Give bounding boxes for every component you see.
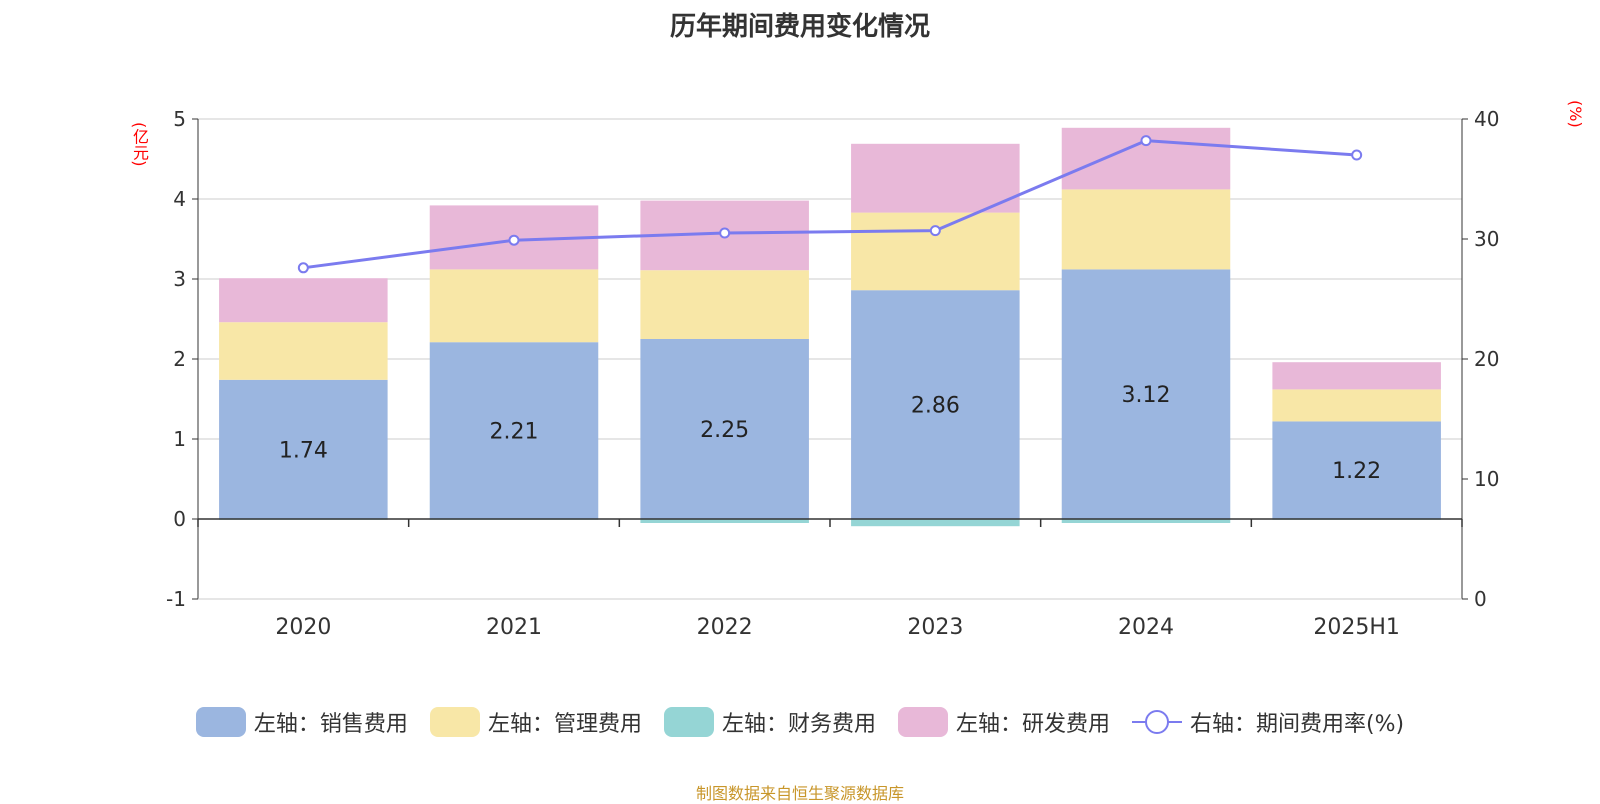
legend-item-admin[interactable]: 左轴：管理费用 <box>429 706 642 738</box>
expense-rate-point <box>719 227 731 239</box>
left-axis-tick-label: 3 <box>173 267 186 291</box>
bar-value-label: 2.21 <box>490 420 539 445</box>
legend-label-finance: 左轴：财务费用 <box>721 712 876 737</box>
bar-value-label: 3.12 <box>1122 383 1171 408</box>
expense-rate-point <box>1140 135 1152 147</box>
bar-segment <box>219 278 388 323</box>
legend-label-rnd: 左轴：研发费用 <box>955 712 1110 737</box>
legend-label-expense-rate: 右轴：期间费用率(%) <box>1189 712 1405 737</box>
bar-value-label: 1.74 <box>279 438 328 463</box>
x-axis-tick-label: 2025H1 <box>1313 615 1400 640</box>
legend-swatch-admin <box>429 707 480 737</box>
bar-value-label: 2.86 <box>911 394 960 419</box>
bar-segment <box>1272 389 1441 422</box>
left-axis-unit: (亿元) <box>130 122 149 167</box>
left-axis-tick-label: 1 <box>173 427 186 451</box>
legend-item-rnd[interactable]: 左轴：研发费用 <box>897 706 1110 738</box>
bar-segment <box>851 290 1020 519</box>
legend-swatch-rnd <box>897 707 948 737</box>
legend-item-sales[interactable]: 左轴：销售费用 <box>195 706 408 738</box>
x-axis-tick-label: 2024 <box>1118 615 1174 640</box>
bar-segment <box>640 270 809 339</box>
legend-swatch-expense-rate <box>1131 707 1182 737</box>
legend-swatch-sales <box>195 707 246 737</box>
bar-segment <box>429 269 599 343</box>
bar-segment <box>219 322 388 380</box>
bar-segment <box>851 212 1020 291</box>
source-note: 制图数据来自恒生聚源数据库 <box>695 784 904 803</box>
bar-segment <box>1061 269 1231 519</box>
expense-rate-point <box>1351 149 1363 161</box>
bar-segment <box>429 342 599 519</box>
right-axis-tick-label: 0 <box>1474 587 1487 611</box>
right-axis-tick-label: 10 <box>1474 467 1499 491</box>
legend-item-expense-rate[interactable]: 右轴：期间费用率(%) <box>1131 706 1405 738</box>
bar-segment <box>1272 362 1441 390</box>
left-axis-tick-label: 5 <box>173 107 186 131</box>
bar-segment <box>1061 189 1231 270</box>
bar-segment <box>640 339 809 519</box>
right-axis-tick-label: 30 <box>1474 227 1499 251</box>
right-axis-unit: (%) <box>1566 100 1585 128</box>
chart-title: 历年期间费用变化情况 <box>669 12 930 42</box>
bar-segment <box>219 379 388 519</box>
expense-rate-point <box>508 234 520 246</box>
left-axis-tick-label: 2 <box>173 347 186 371</box>
expense-rate-line <box>303 139 1357 270</box>
x-axis-tick-label: 2020 <box>275 615 331 640</box>
legend-label-admin: 左轴：管理费用 <box>487 712 642 737</box>
legend-item-finance[interactable]: 左轴：财务费用 <box>663 706 876 738</box>
x-axis-tick-label: 2021 <box>486 615 542 640</box>
bar-segment <box>1061 519 1231 523</box>
bar-segment <box>640 519 809 523</box>
right-axis-tick-label: 20 <box>1474 347 1499 371</box>
legend-swatch-finance <box>663 707 714 737</box>
x-axis-tick-label: 2023 <box>907 615 963 640</box>
bar-segment <box>851 143 1020 213</box>
expense-rate-point <box>929 225 941 237</box>
bar-value-label: 1.22 <box>1332 459 1381 484</box>
bar-segment <box>851 519 1020 527</box>
left-axis-tick-label: -1 <box>166 587 186 611</box>
legend-label-sales: 左轴：销售费用 <box>253 712 408 737</box>
left-axis-tick-label: 4 <box>173 187 186 211</box>
left-axis-tick-label: 0 <box>173 507 186 531</box>
legend: 左轴：销售费用 左轴：管理费用 左轴：财务费用 左轴：研发费用 右轴：期间费用率… <box>0 706 1600 738</box>
bar-value-label: 2.25 <box>700 418 749 443</box>
expense-rate-point <box>297 262 309 274</box>
x-axis-tick-label: 2022 <box>697 615 753 640</box>
right-axis-tick-label: 40 <box>1474 107 1499 131</box>
bar-segment <box>1272 421 1441 519</box>
